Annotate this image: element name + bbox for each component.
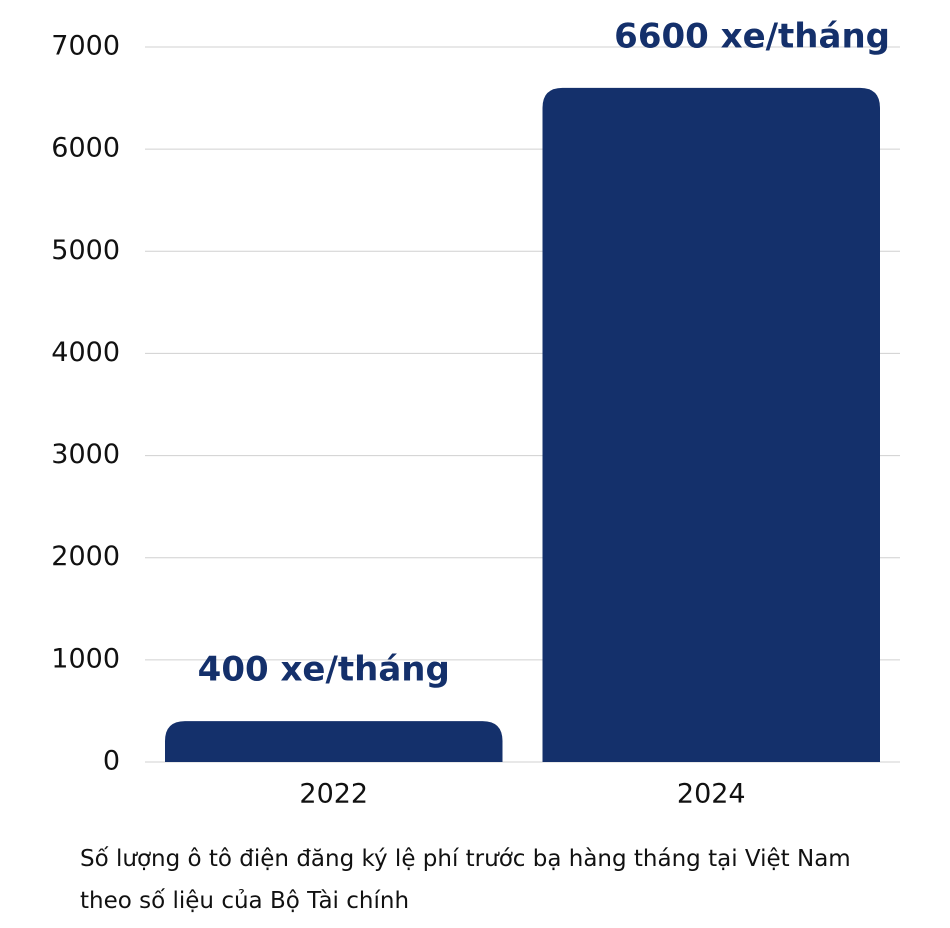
value-label: 6600 xe/tháng <box>614 16 890 56</box>
bar <box>165 721 503 762</box>
y-tick-label: 1000 <box>51 643 120 674</box>
y-tick-label: 6000 <box>51 133 120 164</box>
y-tick-label: 3000 <box>51 439 120 470</box>
bar <box>542 87 880 763</box>
y-tick-label: 4000 <box>51 337 120 368</box>
y-tick-label: 2000 <box>51 541 120 572</box>
value-label: 400 xe/tháng <box>198 650 450 690</box>
y-tick-label: 5000 <box>51 235 120 266</box>
y-tick-label: 7000 <box>51 31 120 62</box>
chart-caption: Số lượng ô tô điện đăng ký lệ phí trước … <box>80 846 851 914</box>
y-tick-label: 0 <box>103 746 120 777</box>
x-tick-label: 2022 <box>299 779 368 810</box>
chart: 0 1000 2000 3000 4000 5000 6000 7000 2022 400 xe/… <box>51 16 900 810</box>
x-tick-label: 2024 <box>677 779 746 810</box>
